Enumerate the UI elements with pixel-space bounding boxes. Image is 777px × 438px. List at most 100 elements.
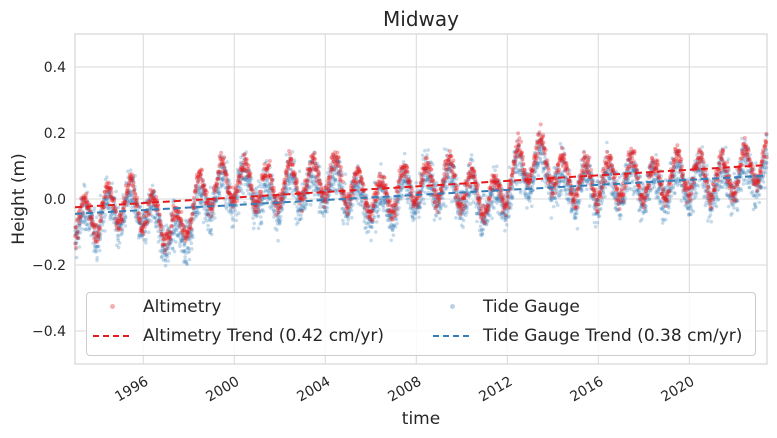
tide-gauge-point: [177, 210, 181, 214]
tide-gauge-point: [118, 222, 122, 227]
tide-gauge-point: [218, 155, 222, 159]
tide-gauge-point: [195, 195, 199, 200]
tide-gauge-point: [117, 224, 122, 229]
tide-gauge-point: [165, 232, 169, 237]
tide-gauge-point: [286, 175, 290, 179]
tide-gauge-point: [101, 207, 106, 212]
tide-gauge-point: [202, 199, 207, 204]
tide-gauge-point: [136, 211, 140, 216]
tide-gauge-point: [186, 230, 190, 235]
tide-gauge-point: [81, 197, 85, 201]
tide-gauge-point: [196, 182, 200, 187]
tide-gauge-point: [137, 233, 142, 238]
tide-gauge-point: [73, 229, 77, 233]
tide-gauge-point: [82, 204, 87, 208]
tide-gauge-point: [274, 203, 279, 208]
tide-gauge-point: [89, 215, 94, 220]
tide-gauge-point: [191, 207, 196, 211]
tide-gauge-point: [81, 209, 85, 214]
tide-gauge-point: [763, 186, 767, 190]
tide-gauge-point: [108, 206, 112, 211]
tide-gauge-point: [87, 215, 92, 219]
tide-gauge-point: [197, 177, 201, 182]
altimetry-point: [131, 180, 136, 185]
tide-gauge-point: [95, 215, 99, 220]
tide-gauge-point: [161, 258, 165, 262]
tide-gauge-point: [164, 248, 168, 253]
tide-gauge-point: [432, 218, 437, 222]
tide-gauge-point: [252, 208, 257, 213]
tide-gauge-point: [169, 211, 173, 215]
tide-gauge-point: [275, 212, 280, 216]
altimetry-point: [189, 220, 194, 224]
altimetry-point: [249, 184, 254, 189]
tide-gauge-point: [271, 209, 276, 213]
tide-gauge-point: [258, 195, 263, 199]
tide-gauge-point: [124, 182, 129, 186]
tide-gauge-point: [753, 204, 758, 209]
tide-gauge-point: [165, 252, 169, 256]
tide-gauge-point: [75, 229, 80, 234]
tide-gauge-point: [275, 222, 280, 226]
altimetry-point: [179, 218, 184, 223]
tide-gauge-point: [206, 227, 210, 232]
tide-gauge-point: [199, 200, 204, 205]
tide-gauge-point: [216, 171, 220, 175]
tide-gauge-point: [180, 239, 185, 243]
tide-gauge-point: [263, 185, 267, 189]
tide-gauge-point: [165, 254, 170, 259]
tide-gauge-point: [154, 220, 158, 224]
tide-gauge-point: [279, 197, 283, 202]
tide-gauge-point: [168, 237, 173, 242]
tide-gauge-point: [158, 217, 162, 221]
tide-gauge-point: [605, 140, 609, 145]
tide-gauge-point: [203, 189, 207, 194]
tide-gauge-point: [233, 187, 238, 191]
tide-gauge-point: [224, 207, 229, 211]
tide-gauge-point: [180, 233, 185, 238]
tide-gauge-point: [486, 218, 490, 223]
tide-gauge-point: [254, 209, 259, 213]
tide-gauge-point: [122, 219, 127, 224]
altimetry-point: [262, 162, 267, 167]
tide-gauge-point: [152, 189, 157, 194]
tide-gauge-point: [113, 223, 118, 227]
tide-gauge-point: [276, 210, 281, 215]
tide-gauge-point: [147, 212, 151, 216]
tide-gauge-point: [104, 201, 109, 206]
tide-gauge-point: [231, 218, 235, 222]
tide-gauge-point: [180, 237, 184, 242]
tide-gauge-point: [172, 227, 176, 232]
tide-gauge-point: [187, 249, 191, 254]
tide-gauge-point: [150, 183, 155, 188]
tide-gauge-point: [200, 185, 205, 189]
tide-gauge-point: [192, 212, 197, 216]
tide-gauge-point: [271, 188, 275, 193]
tide-gauge-point: [389, 238, 394, 243]
tide-gauge-point: [120, 231, 124, 235]
tide-gauge-point: [349, 208, 354, 213]
tide-gauge-point: [212, 211, 216, 216]
tide-gauge-point: [578, 198, 582, 203]
tide-gauge-point: [216, 186, 220, 191]
tide-gauge-point: [280, 192, 284, 197]
tide-gauge-point: [124, 180, 128, 185]
tide-gauge-point: [202, 183, 207, 187]
tide-gauge-point: [79, 218, 83, 223]
tide-gauge-point: [263, 182, 267, 187]
chart-title: Midway: [383, 7, 459, 31]
tide-gauge-point: [239, 171, 243, 176]
tide-gauge-point: [241, 163, 246, 167]
altimetry-point: [270, 178, 275, 183]
tide-gauge-point: [238, 171, 242, 175]
tide-gauge-point: [93, 237, 98, 242]
tide-gauge-point: [240, 176, 245, 180]
tide-gauge-point: [652, 185, 656, 189]
tide-gauge-point: [184, 259, 189, 264]
tide-gauge-point: [80, 196, 84, 200]
tide-gauge-point: [179, 238, 183, 243]
tide-gauge-point: [253, 199, 258, 204]
tide-gauge-point: [468, 193, 472, 197]
tide-gauge-point: [142, 215, 147, 220]
tide-gauge-point: [99, 218, 104, 223]
